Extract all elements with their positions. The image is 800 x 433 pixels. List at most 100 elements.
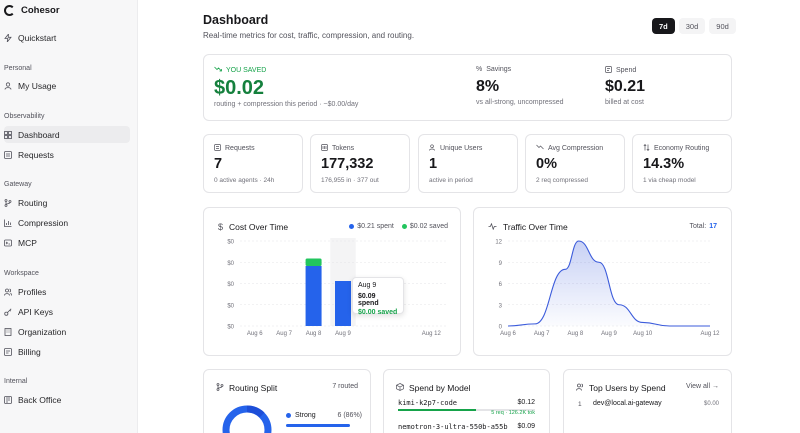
savings-sub: vs all-strong, uncompressed [476, 99, 564, 106]
range-tab-30d[interactable]: 30d [678, 18, 706, 34]
bars-icon [4, 219, 12, 227]
x-tick-label: Aug 12 [700, 331, 720, 337]
section-observability: Observability [4, 113, 45, 120]
sidebar-item-back-office[interactable]: Back Office [4, 391, 130, 408]
savings-value: 8% [476, 78, 500, 95]
dollar-icon: $ [218, 222, 224, 232]
branch-icon [216, 383, 224, 393]
routing-donut [222, 405, 272, 433]
sidebar-item-quickstart[interactable]: Quickstart [4, 29, 130, 46]
x-tick-label: Aug 6 [500, 331, 516, 337]
sidebar-item-billing[interactable]: Billing [4, 343, 130, 360]
traffic-total-value: 17 [709, 223, 717, 230]
cube-icon [396, 383, 404, 393]
user-rank: 1 [578, 401, 582, 408]
bar-saved [305, 258, 322, 266]
legend-saved: $0.02 saved [401, 223, 448, 230]
cohesor-logo-icon [4, 5, 15, 16]
cost-chart-title: $ Cost Over Time [218, 222, 289, 232]
page-subtitle: Real-time metrics for cost, traffic, com… [203, 31, 415, 40]
range-tab-7d[interactable]: 7d [652, 18, 675, 34]
building-icon [4, 327, 12, 336]
x-tick-label: Aug 9 [335, 331, 351, 337]
x-tick-label: Aug 7 [534, 331, 550, 337]
cost-chart-legend: $0.21 spent $0.02 saved [349, 223, 448, 230]
model-spend: $0.09 [517, 423, 535, 430]
section-personal: Personal [4, 65, 32, 72]
metric-sub: active in period [429, 177, 473, 184]
metric-label: Unique Users [440, 145, 483, 152]
y-tick-label: 3 [499, 303, 503, 309]
top-users-card: Top Users by Spend View all → 1 dev@loca… [563, 369, 732, 433]
percent-icon: % [476, 66, 483, 73]
y-tick-label: $0 [227, 303, 234, 309]
x-tick-label: Aug 12 [422, 331, 442, 337]
tooltip-date: Aug 9 [358, 282, 377, 289]
activity-icon [488, 222, 497, 232]
model-bar [398, 409, 535, 411]
section-internal: Internal [4, 378, 28, 385]
x-tick-label: Aug 8 [567, 331, 583, 337]
brand[interactable]: Cohesor [4, 5, 60, 16]
route-icon [643, 143, 650, 153]
sidebar-item-routing[interactable]: Routing [4, 194, 130, 211]
sidebar-item-label: Routing [18, 197, 48, 208]
metric-sub: 176,955 in · 377 out [321, 177, 379, 184]
key-icon [4, 308, 12, 316]
metric-sub: 1 via cheap model [643, 177, 696, 184]
door-icon [4, 395, 12, 404]
metric-label: Tokens [332, 145, 355, 152]
tooltip-spend: $0.09 spend [358, 293, 379, 307]
list-icon [4, 150, 12, 159]
sidebar-item-label: Billing [18, 346, 41, 357]
sidebar-item-my-usage[interactable]: My Usage [4, 77, 130, 94]
cost-over-time-card: $ Cost Over Time $0.21 spent $0.02 saved… [203, 207, 461, 356]
y-tick-label: 0 [499, 325, 503, 331]
traffic-total: Total: 17 [689, 223, 717, 230]
user-email[interactable]: dev@local.ai-gateway [593, 400, 662, 407]
model-spend: $0.12 [517, 399, 535, 406]
savings-summary-card: YOU SAVED $0.02 routing + compression th… [203, 54, 732, 121]
metric-sub: 0 active agents · 24h [214, 177, 275, 184]
section-workspace: Workspace [4, 270, 39, 277]
legend-dot [286, 413, 291, 418]
x-tick-label: Aug 10 [633, 331, 653, 337]
bar-spent [335, 281, 351, 326]
metric-card-requests: Requests 7 0 active agents · 24h [203, 134, 303, 193]
sidebar-item-compression[interactable]: Compression [4, 214, 130, 231]
legend-spent: $0.21 spent [349, 223, 394, 230]
users-icon [429, 144, 436, 153]
sidebar-item-requests[interactable]: Requests [4, 146, 130, 163]
user-icon [4, 81, 12, 90]
metric-card-unique-users: Unique Users 1 active in period [418, 134, 518, 193]
sidebar-item-api-keys[interactable]: API Keys [4, 303, 130, 320]
grid-icon [4, 130, 12, 139]
metric-card-economy-routing: Economy Routing 14.3% 1 via cheap model [632, 134, 732, 193]
x-tick-label: Aug 6 [247, 331, 263, 337]
receipt-icon [605, 66, 612, 75]
sidebar-item-profiles[interactable]: Profiles [4, 283, 130, 300]
metric-card-avg-compression: Avg Compression 0% 2 req compressed [525, 134, 625, 193]
range-tab-90d[interactable]: 90d [709, 18, 736, 34]
model-name: nemotron-3-ultra-550b-a55b [398, 423, 508, 431]
metric-value: 0% [536, 156, 557, 172]
savings-label: % Savings [476, 66, 512, 73]
x-tick-label: Aug 8 [306, 331, 322, 337]
metric-label: Requests [225, 145, 255, 152]
sidebar-item-label: Dashboard [18, 129, 60, 140]
sidebar-item-dashboard[interactable]: Dashboard [4, 126, 130, 143]
requests-icon [214, 144, 221, 153]
y-tick-label: 6 [499, 282, 503, 288]
sidebar-item-organization[interactable]: Organization [4, 323, 130, 340]
page-title: Dashboard [203, 13, 269, 27]
card-icon [4, 347, 12, 356]
model-bar-fill [398, 409, 477, 411]
spend-by-model-card: Spend by Model kimi-k2p7-code $0.12 5 re… [383, 369, 550, 433]
metric-label: Economy Routing [654, 145, 710, 152]
user-spend: $0.00 [703, 401, 719, 407]
sidebar-item-label: MCP [18, 237, 37, 248]
sidebar-item-label: API Keys [18, 306, 53, 317]
sidebar-item-mcp[interactable]: MCP [4, 234, 130, 251]
y-tick-label: 9 [499, 261, 503, 267]
view-all-link[interactable]: View all → [686, 383, 719, 390]
